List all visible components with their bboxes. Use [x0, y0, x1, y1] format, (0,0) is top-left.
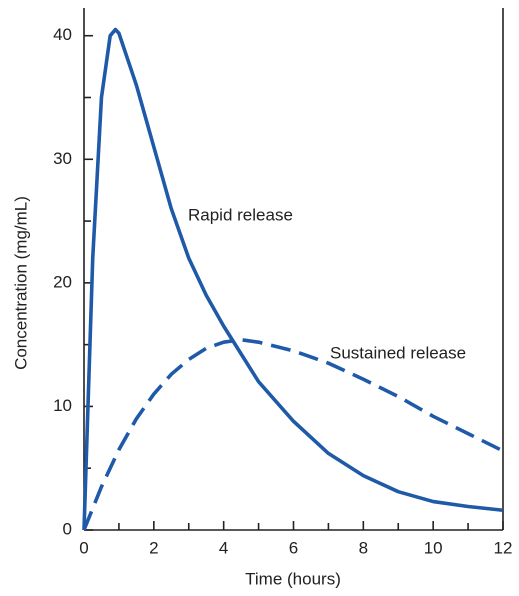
x-tick-label: 10 — [424, 538, 443, 557]
x-tick-label: 4 — [219, 538, 228, 557]
x-tick-label: 12 — [494, 538, 513, 557]
y-tick-label: 40 — [53, 25, 72, 44]
series-line — [82, 337, 504, 531]
x-tick-label: 6 — [289, 538, 298, 557]
y-tick-label: 30 — [53, 149, 72, 168]
series-label: Sustained release — [330, 343, 466, 362]
y-axis-title: Concentration (mg/mL) — [11, 196, 30, 370]
series-label: Rapid release — [188, 205, 293, 224]
y-tick-label: 10 — [53, 396, 72, 415]
series-line — [82, 27, 504, 531]
x-tick-label: 2 — [149, 538, 158, 557]
x-axis-title: Time (hours) — [245, 569, 341, 588]
x-tick-label: 8 — [359, 538, 368, 557]
y-tick-label: 20 — [53, 272, 72, 291]
y-tick-label: 0 — [63, 519, 72, 538]
x-tick-label: 0 — [79, 538, 88, 557]
